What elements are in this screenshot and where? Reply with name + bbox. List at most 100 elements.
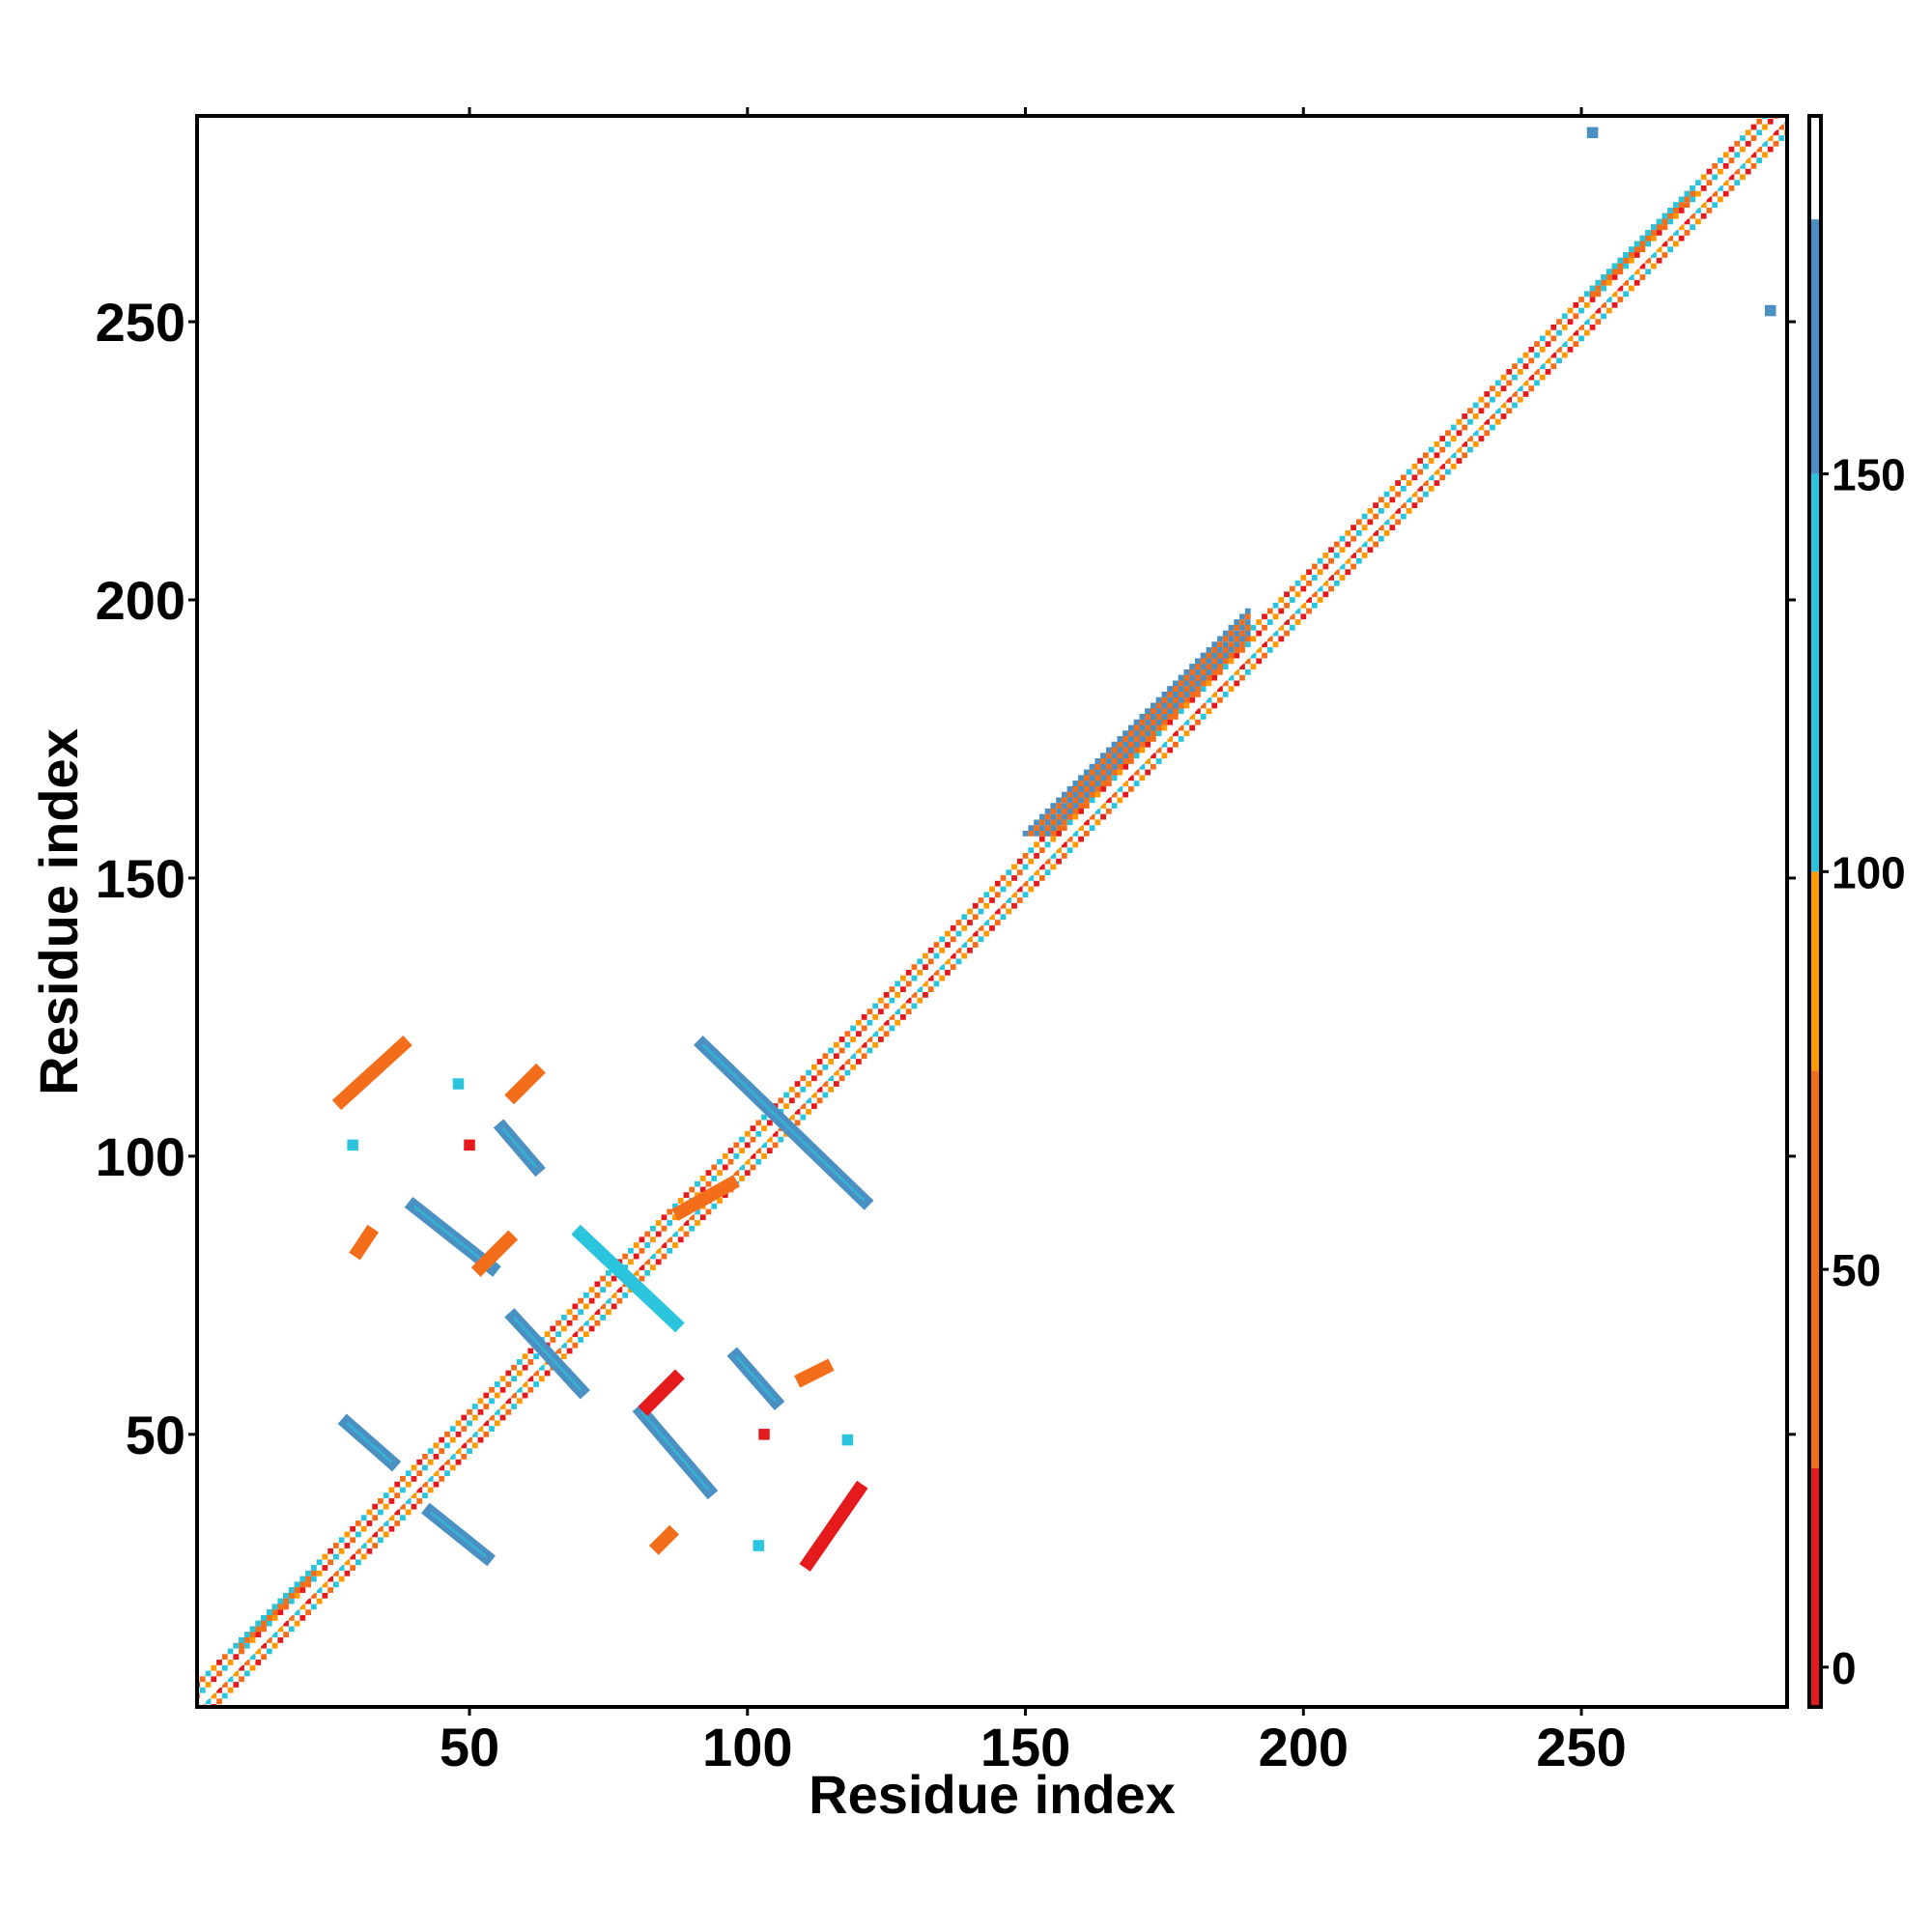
diagonal-cell: [611, 1292, 617, 1298]
diagonal-cell: [378, 1525, 384, 1532]
diagonal-cell: [255, 1632, 262, 1638]
diagonal-widening-cell: [1239, 619, 1245, 625]
diagonal-cell: [505, 1381, 512, 1387]
diagonal-cell: [283, 1604, 289, 1610]
diagonal-cell: [1311, 563, 1318, 570]
diagonal-cell: [1583, 301, 1590, 308]
diagonal-widening-cell: [249, 1632, 256, 1638]
diagonal-cell: [1306, 580, 1312, 586]
diagonal-cell: [221, 1664, 228, 1671]
diagonal-cell: [1266, 608, 1273, 614]
diagonal-widening-cell: [1078, 797, 1084, 804]
diagonal-cell: [578, 1325, 583, 1332]
diagonal-cell: [783, 1092, 789, 1098]
diagonal-cell: [350, 1565, 356, 1571]
diagonal-cell: [505, 1408, 512, 1415]
diagonal-widening-cell: [1128, 736, 1134, 742]
diagonal-widening-cell: [1078, 791, 1084, 798]
diagonal-cell: [1467, 408, 1473, 414]
diagonal-cell: [1628, 257, 1634, 264]
diagonal-cell: [216, 1698, 222, 1705]
diagonal-widening-cell: [1200, 680, 1207, 687]
diagonal-cell: [816, 1097, 823, 1104]
diagonal-cell: [606, 1309, 611, 1316]
diagonal-cell: [1484, 418, 1491, 425]
diagonal-cell: [433, 1442, 440, 1449]
diagonal-cell: [527, 1376, 534, 1382]
diagonal-cell: [1445, 469, 1451, 475]
diagonal-cell: [1740, 162, 1746, 169]
diagonal-cell: [538, 1376, 545, 1382]
diagonal-cell: [1355, 557, 1362, 564]
diagonal-widening-cell: [1178, 692, 1184, 697]
diagonal-cell: [600, 1315, 607, 1321]
diagonal-widening-cell: [1050, 803, 1057, 809]
diagonal-cell: [739, 1176, 745, 1181]
diagonal-cell: [1311, 591, 1318, 598]
diagonal-cell: [1389, 525, 1396, 531]
diagonal-cell: [1595, 307, 1602, 314]
diagonal-cell: [1234, 652, 1240, 659]
contact-segment: [470, 1230, 519, 1277]
diagonal-widening-cell: [1161, 692, 1168, 697]
diagonal-cell: [1522, 391, 1529, 397]
diagonal-widening-cell: [1100, 781, 1106, 786]
diagonal-widening-cell: [1078, 803, 1084, 809]
diagonal-cell: [1056, 847, 1062, 854]
diagonal-cell: [1462, 413, 1468, 419]
diagonal-cell: [1684, 202, 1690, 209]
diagonal-widening-cell: [1690, 185, 1696, 191]
diagonal-cell: [1634, 252, 1640, 258]
diagonal-widening-cell: [1072, 797, 1079, 804]
diagonal-cell: [1728, 174, 1735, 181]
diagonal-cell: [967, 947, 973, 953]
diagonal-cell: [927, 958, 934, 965]
diagonal-cell: [455, 1420, 462, 1427]
diagonal-cell: [872, 1014, 879, 1020]
diagonal-cell: [1122, 763, 1129, 770]
diagonal-widening-cell: [1206, 674, 1212, 681]
diagonal-cell: [1066, 819, 1073, 826]
x-tick-label: 200: [1259, 1717, 1349, 1777]
diagonal-cell: [778, 1097, 784, 1104]
diagonal-widening-cell: [1239, 613, 1245, 620]
diagonal-cell: [1611, 291, 1618, 298]
diagonal-cell: [1367, 519, 1374, 526]
diagonal-widening-cell: [1173, 708, 1179, 715]
diagonal-cell: [1601, 285, 1606, 292]
diagonal-cell: [199, 1676, 206, 1683]
diagonal-widening-cell: [1690, 190, 1696, 197]
diagonal-cell: [1389, 485, 1396, 492]
diagonal-cell: [1490, 413, 1495, 419]
diagonal-cell: [1044, 869, 1051, 876]
diagonal-cell: [861, 1025, 867, 1032]
diagonal-cell: [1339, 547, 1346, 554]
diagonal-cell: [1355, 547, 1362, 554]
diagonal-cell: [305, 1581, 311, 1588]
diagonal-cell: [1122, 781, 1129, 786]
diagonal-cell: [511, 1364, 517, 1371]
diagonal-widening-cell: [1639, 235, 1646, 242]
diagonal-cell: [461, 1414, 468, 1421]
diagonal-cell: [505, 1370, 512, 1377]
diagonal-widening-cell: [1244, 608, 1251, 614]
diagonal-cell: [766, 1120, 773, 1126]
x-axis-title: Residue index: [809, 1764, 1176, 1825]
diagonal-cell: [1417, 485, 1424, 492]
diagonal-widening-cell: [1178, 686, 1184, 693]
diagonal-widening-cell: [1222, 641, 1229, 647]
diagonal-cell: [1256, 658, 1263, 665]
diagonal-widening-cell: [1122, 741, 1129, 748]
diagonal-widening-cell: [1611, 263, 1618, 270]
diagonal-widening-cell: [1234, 630, 1240, 637]
diagonal-cell: [788, 1097, 795, 1104]
diagonal-cell: [1439, 474, 1446, 481]
diagonal-widening-cell: [1239, 641, 1245, 647]
diagonal-cell: [227, 1648, 234, 1655]
diagonal-widening-cell: [1617, 257, 1624, 264]
diagonal-cell: [211, 1692, 217, 1699]
diagonal-widening-cell: [1122, 747, 1129, 753]
diagonal-widening-cell: [1056, 825, 1062, 831]
diagonal-cell: [1500, 374, 1507, 381]
diagonal-cell: [594, 1309, 601, 1316]
